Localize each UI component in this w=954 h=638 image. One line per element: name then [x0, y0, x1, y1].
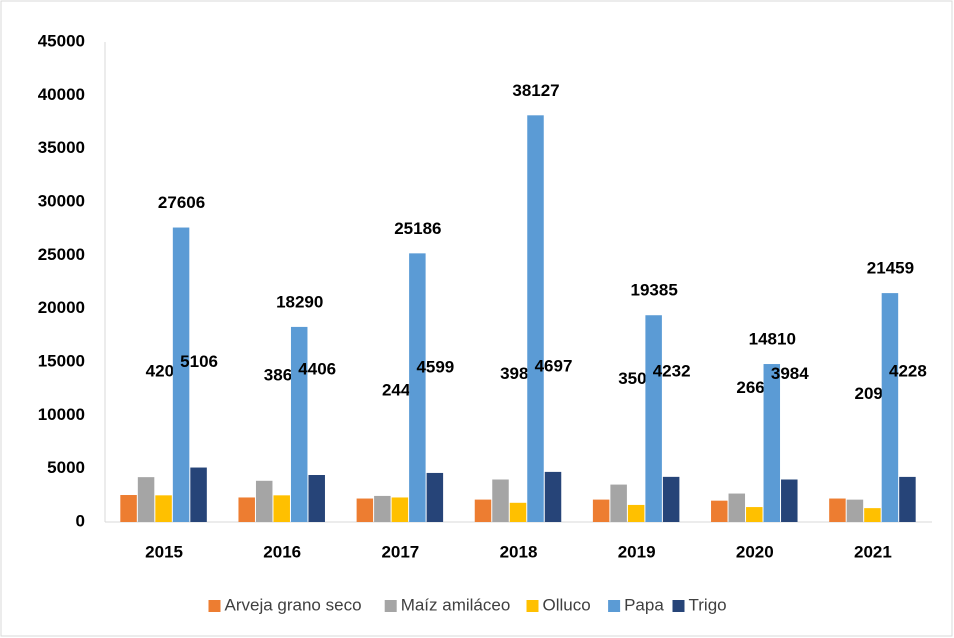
- data-label: 21459: [867, 259, 914, 278]
- bar: [662, 476, 680, 522]
- bar: [273, 495, 290, 522]
- bar: [356, 498, 374, 522]
- y-tick-label: 15000: [38, 351, 85, 370]
- data-label: 18290: [276, 292, 323, 311]
- y-tick-label: 40000: [38, 85, 85, 104]
- x-tick-label: 2018: [500, 542, 538, 561]
- data-label: 38127: [512, 81, 559, 100]
- bar: [509, 502, 527, 522]
- legend-label: Olluco: [543, 595, 591, 614]
- bar: [409, 253, 426, 522]
- bar: [308, 475, 325, 522]
- bar: [881, 293, 899, 522]
- x-tick-label: 2015: [145, 542, 183, 561]
- bar: [137, 477, 155, 522]
- bar: [492, 479, 509, 522]
- legend-label: Papa: [624, 595, 664, 614]
- bar: [846, 499, 864, 522]
- bar: [172, 227, 190, 522]
- y-tick-label: 0: [76, 511, 85, 530]
- bar: [763, 364, 781, 522]
- legend-label: Trigo: [689, 595, 727, 614]
- x-tick-label: 2020: [736, 542, 774, 561]
- bar: [374, 495, 391, 522]
- bar: [610, 484, 627, 522]
- bar: [190, 467, 207, 522]
- x-tick-label: 2016: [263, 542, 301, 561]
- x-tick-label: 2021: [854, 542, 892, 561]
- bar: [781, 479, 798, 522]
- data-label: 4232: [653, 361, 691, 380]
- data-label: 5106: [180, 352, 218, 371]
- bar: [746, 507, 763, 522]
- bar: [238, 497, 255, 522]
- bar: [645, 315, 662, 522]
- bar: [155, 495, 172, 522]
- data-label: 3984: [771, 364, 809, 383]
- data-label: 25186: [394, 219, 441, 238]
- y-tick-label: 30000: [38, 191, 85, 210]
- data-label: 4406: [298, 359, 336, 378]
- y-tick-label: 20000: [38, 298, 85, 317]
- bar: [391, 497, 409, 522]
- bar: [711, 500, 728, 522]
- bar: [120, 495, 137, 522]
- legend-label: Maíz amiláceo: [401, 595, 511, 614]
- x-tick-label: 2017: [381, 542, 419, 561]
- bar: [474, 499, 492, 522]
- y-tick-label: 25000: [38, 245, 85, 264]
- bar: [544, 471, 562, 522]
- y-tick-label: 5000: [47, 458, 85, 477]
- bar: [627, 504, 645, 522]
- bar: [426, 472, 444, 522]
- legend-swatch: [672, 600, 685, 612]
- data-label: 19385: [631, 281, 678, 300]
- bar: [899, 476, 916, 522]
- legend-swatch: [526, 600, 539, 612]
- data-label: 14810: [749, 330, 796, 349]
- legend-swatch: [608, 600, 621, 612]
- bar: [255, 480, 273, 522]
- bar: [829, 498, 846, 522]
- data-label: 27606: [158, 193, 205, 212]
- bar: [290, 326, 308, 522]
- legend-swatch: [208, 600, 221, 612]
- y-tick-label: 45000: [38, 31, 85, 50]
- x-tick-label: 2019: [618, 542, 656, 561]
- data-label: 4599: [416, 357, 454, 376]
- bar: [728, 493, 746, 522]
- bar: [592, 499, 610, 522]
- bar: [527, 115, 544, 522]
- y-tick-label: 10000: [38, 405, 85, 424]
- bar: [864, 508, 881, 522]
- data-label: 4697: [535, 356, 573, 375]
- data-label: 4228: [889, 361, 927, 380]
- legend-swatch: [384, 600, 397, 612]
- y-tick-label: 35000: [38, 138, 85, 157]
- legend-label: Arveja grano seco: [225, 595, 362, 614]
